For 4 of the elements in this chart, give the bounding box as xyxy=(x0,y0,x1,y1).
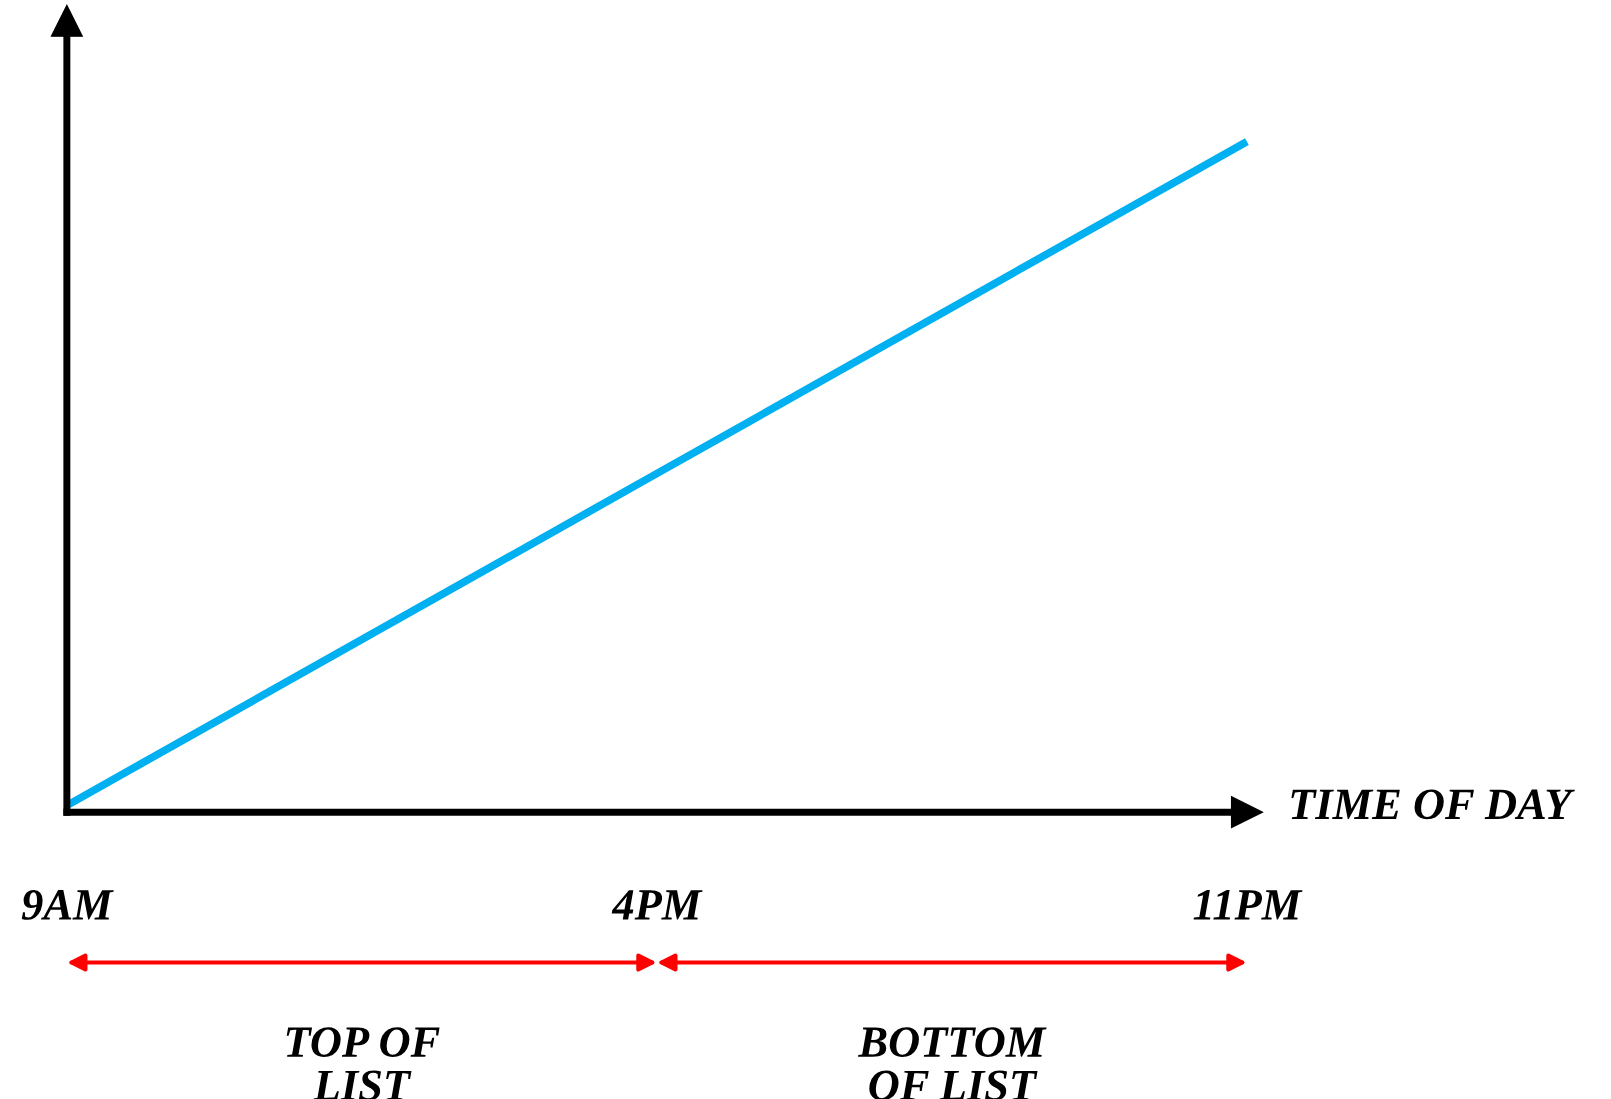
x-tick-label: 9AM xyxy=(21,889,114,920)
x-tick-label: 4PM xyxy=(611,890,703,920)
x-axis-title: TIME OF DAY xyxy=(1291,789,1575,820)
x-tick-label: 11PM xyxy=(1193,890,1303,920)
